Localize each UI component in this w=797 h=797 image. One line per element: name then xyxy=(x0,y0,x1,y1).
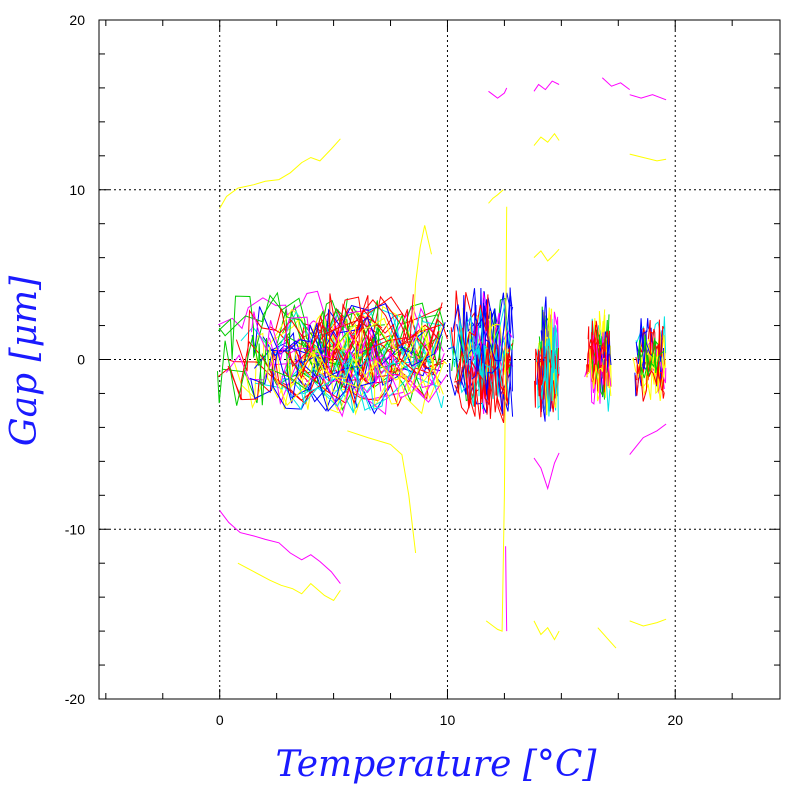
data-traces xyxy=(217,77,667,649)
noise-trace xyxy=(328,296,440,360)
x-tick-label: 0 xyxy=(216,712,224,728)
series-line xyxy=(412,225,432,326)
tick-labels: 0 10 20 -20 -10 0 10 20 xyxy=(65,12,683,728)
series-line xyxy=(219,138,341,209)
series-line xyxy=(485,206,508,632)
noise-trace xyxy=(456,287,490,364)
series-line xyxy=(629,423,667,455)
series-line xyxy=(629,618,667,627)
series-line xyxy=(488,189,504,204)
noise-trace xyxy=(477,292,512,362)
noise-trace xyxy=(467,338,510,405)
y-tick-label: -10 xyxy=(65,521,85,537)
noise-trace xyxy=(283,341,440,404)
noise-trace xyxy=(266,344,444,407)
noise-trace xyxy=(217,336,309,406)
noise-trace xyxy=(641,335,665,377)
noise-trace xyxy=(217,340,374,405)
noise-trace xyxy=(267,323,362,379)
series-line xyxy=(219,510,341,584)
series-line xyxy=(533,452,560,491)
noise-trace xyxy=(287,350,428,393)
noise-trace xyxy=(279,349,445,411)
noise-trace xyxy=(324,299,441,347)
noise-trace xyxy=(454,341,508,420)
series-line xyxy=(533,248,560,262)
y-axis-label: Gap [μm] xyxy=(4,275,45,446)
noise-trace xyxy=(332,317,436,375)
series-line xyxy=(533,80,560,92)
noise-trace xyxy=(235,308,440,375)
noise-trace xyxy=(471,342,493,407)
series-line xyxy=(237,562,341,602)
y-tick-label: 20 xyxy=(69,12,85,28)
noise-trace xyxy=(336,305,442,364)
noise-trace xyxy=(636,364,665,402)
noise-trace xyxy=(471,343,513,415)
noise-trace xyxy=(269,293,406,361)
noise-trace xyxy=(540,296,548,362)
series-line xyxy=(505,546,508,632)
noise-trace xyxy=(299,302,443,371)
series-line xyxy=(629,153,667,162)
y-tick-label: 0 xyxy=(77,352,85,368)
noise-trace xyxy=(251,306,426,368)
series-line xyxy=(629,94,667,101)
noise-trace xyxy=(218,291,328,353)
noise-trace xyxy=(544,326,558,391)
series-line xyxy=(347,430,417,554)
noise-trace xyxy=(585,348,605,394)
noise-trace xyxy=(227,344,331,401)
noise-trace xyxy=(291,355,371,411)
series-line xyxy=(601,77,630,91)
noise-trace xyxy=(647,319,665,362)
y-tick-label: 10 xyxy=(69,182,85,198)
series-line xyxy=(533,620,560,641)
series-line xyxy=(533,132,560,146)
noise-trace xyxy=(251,311,368,361)
series-line xyxy=(597,627,617,649)
noise-trace xyxy=(462,294,490,364)
x-axis-label: Temperature [°C] xyxy=(276,744,598,785)
series-line xyxy=(488,87,508,99)
x-tick-label: 20 xyxy=(667,712,683,728)
y-tick-label: -20 xyxy=(65,691,85,707)
noise-trace xyxy=(638,357,666,402)
x-tick-label: 10 xyxy=(440,712,456,728)
axis-ticks xyxy=(99,19,780,700)
noise-trace xyxy=(586,336,607,393)
